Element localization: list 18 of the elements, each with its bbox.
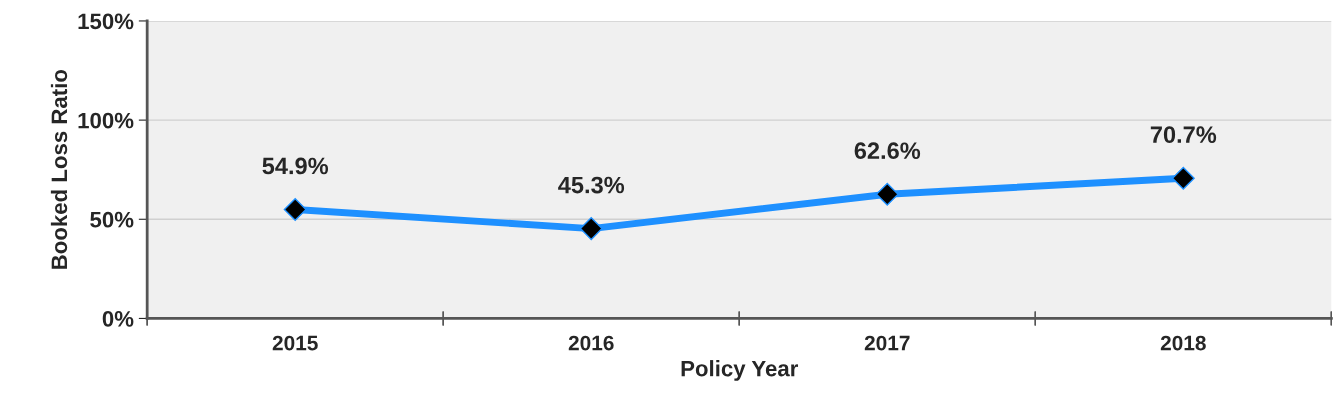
y-tick-label: 0% (102, 310, 134, 327)
x-tick-label: 2016 (568, 335, 614, 351)
y-tick-label: 50% (90, 211, 134, 228)
text: 62.6% (854, 142, 921, 160)
text: 45.3% (558, 176, 625, 194)
point (283, 198, 307, 222)
text: 54.9% (262, 157, 329, 175)
x-tick-label: 2018 (1160, 335, 1206, 351)
point (1171, 166, 1195, 190)
y-tick-label: 100% (78, 112, 134, 129)
point (579, 217, 603, 241)
x-tick-label: 2017 (864, 335, 910, 351)
y-axis-title: Booked Loss Ratio (50, 69, 68, 269)
text: 70.7% (1150, 126, 1217, 143)
x-tick-label: 2015 (272, 335, 318, 351)
x-axis-title: Policy Year (681, 360, 799, 381)
y-tick-label: 150% (78, 13, 134, 30)
point (875, 182, 899, 206)
